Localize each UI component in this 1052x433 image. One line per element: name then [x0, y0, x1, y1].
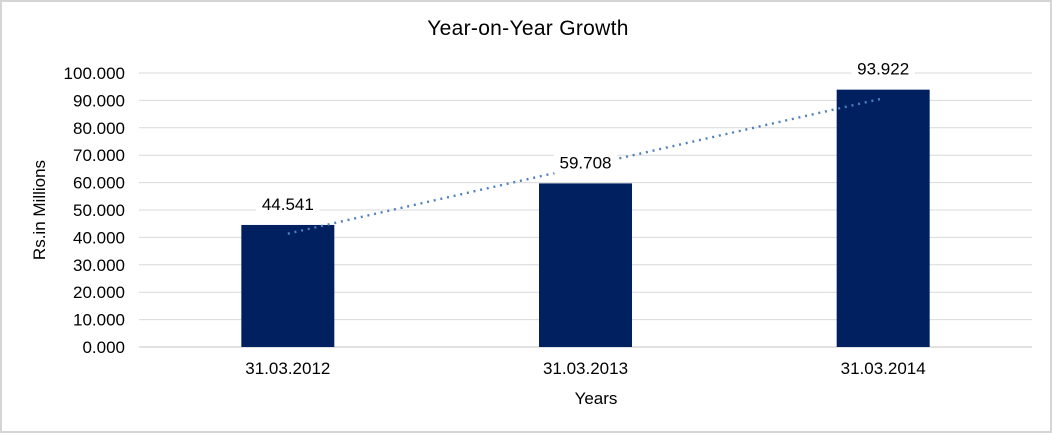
y-tick-label: 90.000: [73, 91, 125, 110]
y-tick-label: 50.000: [73, 201, 125, 220]
bar-31.03.2014: [836, 89, 930, 347]
data-label: 59.708: [560, 153, 612, 172]
bar-31.03.2012: [241, 224, 335, 347]
y-tick-label: 20.000: [73, 283, 125, 302]
y-axis-title: Rs.in Millions: [30, 159, 49, 261]
y-tick-label: 70.000: [73, 146, 125, 165]
x-axis-title: Years: [574, 389, 618, 408]
data-label-bg: [553, 153, 618, 174]
x-category-label: 31.03.2014: [841, 359, 926, 378]
data-label: 93.922: [857, 60, 909, 79]
data-label-bg: [256, 194, 320, 215]
data-label-bg: [851, 59, 915, 80]
x-category-label: 31.03.2012: [245, 359, 330, 378]
y-tick-label: 30.000: [73, 256, 125, 275]
y-tick-label: 60.000: [73, 174, 125, 193]
y-tick-label: 100.000: [64, 64, 125, 83]
y-tick-label: 40.000: [73, 228, 125, 247]
y-tick-label: 80.000: [73, 119, 125, 138]
chart-title: Year-on-Year Growth: [427, 17, 629, 40]
y-tick-label: 10.000: [73, 311, 125, 330]
bar-31.03.2013: [539, 183, 632, 347]
y-tick-label: 0.000: [82, 338, 125, 357]
data-label: 44.541: [262, 195, 314, 214]
x-category-label: 31.03.2013: [543, 359, 628, 378]
